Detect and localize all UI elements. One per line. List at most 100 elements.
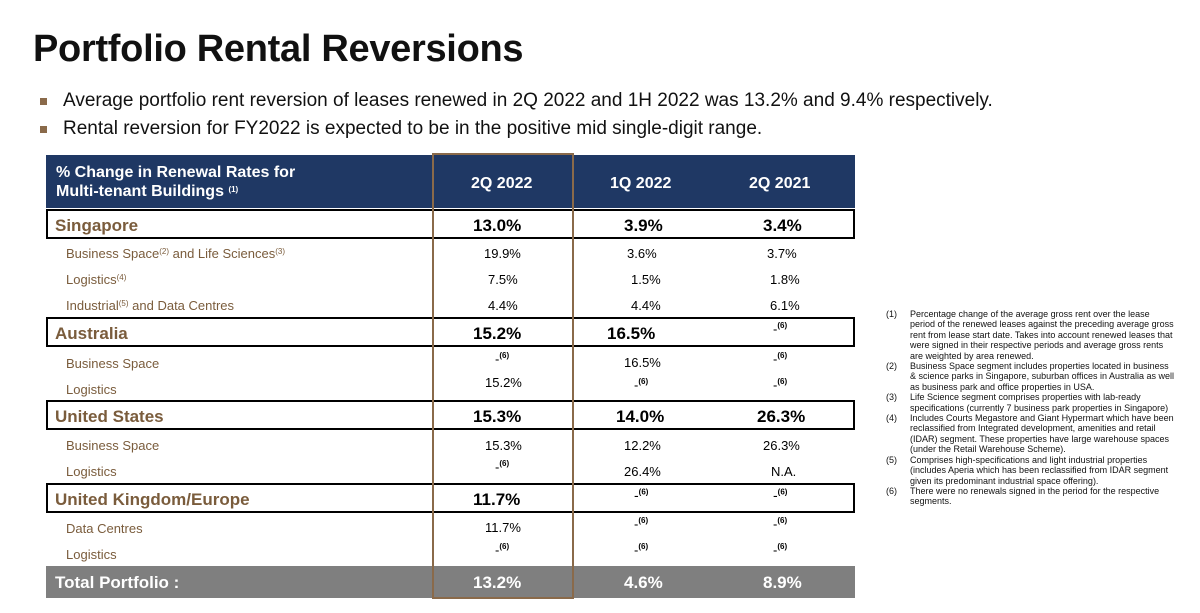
no-renewal-mark: -(6) — [634, 542, 649, 558]
bullet-item: Rental reversion for FY2022 is expected … — [40, 115, 993, 143]
segment-value: 3.4% — [763, 216, 802, 235]
table-cell: 6.1% — [770, 298, 800, 313]
row-label: Data Centres — [66, 521, 143, 536]
footnote-ref: (6) — [638, 542, 649, 551]
table-header — [46, 155, 855, 208]
table-cell: N.A. — [771, 464, 797, 479]
no-renewal-dash: - — [495, 459, 500, 475]
row-label-text: Business Space — [66, 246, 160, 261]
no-renewal-mark: -(6) — [773, 351, 788, 367]
no-renewal-mark: -(6) — [495, 459, 510, 475]
footnote-ref: (6) — [777, 351, 788, 360]
footnote-number: (1) — [886, 309, 897, 319]
no-renewal-dash: - — [634, 377, 639, 393]
footnote-text: Includes Courts Megastore and Giant Hype… — [910, 413, 1174, 455]
no-renewal-dash: - — [773, 487, 778, 503]
table-cell: 11.7% — [485, 520, 521, 535]
no-renewal-dash: - — [495, 351, 500, 367]
row-label: Business Space — [66, 438, 160, 453]
segment-label: Australia — [55, 324, 128, 343]
table-cell: 7.5% — [488, 272, 518, 287]
no-renewal-mark: -(6) — [634, 488, 648, 502]
row-label: Business Space — [66, 356, 160, 371]
no-renewal-dash: - — [773, 351, 778, 367]
footnote-ref: (6) — [499, 459, 510, 468]
footnote-ref: (6) — [777, 377, 788, 386]
no-renewal-dash: - — [634, 487, 639, 503]
no-renewal-dash: - — [634, 542, 639, 558]
footnote-ref: (1) — [228, 185, 239, 194]
segment-label: United Kingdom/Europe — [55, 490, 250, 509]
table-cell: 19.9% — [484, 246, 521, 261]
table-header-label: % Change in Renewal Rates for Multi-tena… — [56, 163, 295, 203]
footnote-ref: (3) — [275, 247, 286, 256]
no-renewal-mark: -(6) — [634, 377, 649, 393]
segment-row-singapore — [46, 209, 855, 239]
no-renewal-mark: -(6) — [773, 321, 788, 336]
no-renewal-dash: - — [773, 542, 778, 558]
footnote-ref: (6) — [638, 377, 649, 386]
segment-value: 26.3% — [757, 407, 806, 426]
footnote-item: (4) Includes Courts Megastore and Giant H… — [886, 413, 1176, 455]
table-cell: 1.8% — [770, 272, 800, 287]
no-renewal-mark: -(6) — [773, 516, 787, 532]
footnote-item: (6) There were no renewals signed in the … — [886, 486, 1176, 507]
segment-value: 15.2% — [473, 324, 522, 343]
footnote-ref: (5) — [118, 299, 129, 308]
footnote-item: (5) Comprises high-specifications and lig… — [886, 455, 1176, 486]
footnote-number: (3) — [886, 392, 897, 403]
no-renewal-mark: -(6) — [495, 351, 510, 367]
header-label-line2: Multi-tenant Buildings (1) — [56, 182, 295, 203]
footnote-ref: (6) — [638, 487, 649, 497]
footnote-number: (6) — [886, 485, 897, 496]
footnote-number: (4) — [886, 413, 897, 424]
segment-value: 13.0% — [473, 216, 522, 235]
footnote-ref: (6) — [499, 351, 510, 360]
segment-row-uk-europe — [46, 483, 855, 513]
total-value: 8.9% — [763, 573, 802, 592]
bullet-item: Average portfolio rent reversion of leas… — [40, 87, 993, 115]
row-label: Logistics — [66, 547, 117, 562]
footnote-ref: (2) — [159, 247, 170, 256]
table-cell: 12.2% — [624, 438, 661, 453]
row-label-text: and Data Centres — [128, 298, 235, 313]
table-cell: 1.5% — [631, 272, 661, 287]
bullet-list: Average portfolio rent reversion of leas… — [40, 87, 993, 143]
footnote-ref: (6) — [777, 542, 788, 551]
segment-label: United States — [55, 407, 164, 426]
column-header-1q2022: 1Q 2022 — [610, 175, 672, 192]
header-label-text: Multi-tenant Buildings — [56, 183, 224, 200]
header-label-line1: % Change in Renewal Rates for — [56, 164, 296, 181]
segment-value: 3.9% — [624, 216, 663, 235]
page-title: Portfolio Rental Reversions — [33, 28, 524, 70]
no-renewal-mark: -(6) — [773, 488, 787, 502]
footnote-number: (5) — [886, 454, 897, 465]
segment-row-australia — [46, 317, 855, 347]
table-cell: 3.6% — [627, 246, 657, 261]
table-cell: 15.3% — [485, 438, 522, 453]
segment-value: 15.3% — [473, 407, 522, 426]
segment-value: 16.5% — [607, 324, 656, 343]
footnote-text: Life Science segment comprises propertie… — [910, 392, 1169, 413]
bullet-square-icon — [40, 98, 47, 105]
table-cell: 4.4% — [488, 298, 518, 313]
table-cell: 4.4% — [631, 298, 661, 313]
footnote-ref: (6) — [777, 487, 788, 497]
no-renewal-dash: - — [773, 516, 778, 532]
row-label-text: Industrial — [66, 298, 119, 313]
bullet-text: Rental reversion for FY2022 is expected … — [63, 118, 763, 139]
segment-label: Singapore — [55, 216, 139, 235]
segment-value: 11.7% — [473, 490, 521, 509]
no-renewal-dash: - — [495, 542, 500, 558]
no-renewal-mark: -(6) — [495, 542, 509, 558]
no-renewal-mark: -(6) — [773, 377, 788, 392]
footnotes: (1) Percentage change of the average gros… — [886, 309, 1176, 507]
row-label-text: and Life Sciences — [169, 246, 276, 261]
row-label: Logistics — [66, 382, 117, 397]
footnote-number: (2) — [886, 361, 897, 372]
segment-row-united-states — [46, 400, 855, 430]
footnote-item: (2) Business Space segment includes prope… — [886, 361, 1176, 392]
table-cell: 26.4% — [624, 464, 661, 479]
footnote-ref: (6) — [777, 321, 788, 330]
row-label: Logistics — [66, 464, 117, 479]
